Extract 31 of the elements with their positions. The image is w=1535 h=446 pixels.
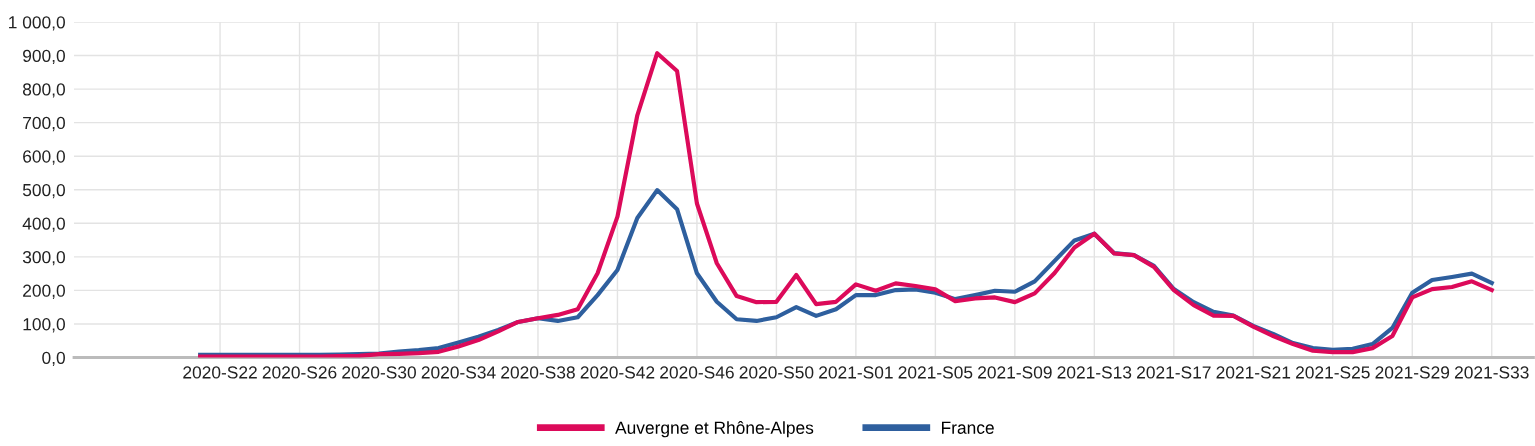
y-tick-label: 900,0 — [23, 49, 65, 65]
x-tick-label: 2021-S25 — [1296, 366, 1370, 379]
x-tick-label: 2020-S26 — [262, 366, 337, 379]
y-tick-label: 0,0 — [42, 351, 65, 367]
y-tick-label: 100,0 — [23, 318, 65, 333]
x-tick-label: 2020-S42 — [580, 366, 655, 379]
x-tick-label: 2020-S34 — [421, 366, 496, 379]
y-tick-label: 700,0 — [23, 116, 65, 132]
y-tick-label: 600,0 — [23, 150, 65, 165]
x-tick-label: 2021-S05 — [898, 366, 973, 379]
x-tick-label: 2021-S29 — [1375, 366, 1450, 379]
x-tick-label: 2020-S46 — [660, 366, 734, 379]
x-tick-label: 2021-S09 — [978, 366, 1052, 379]
x-tick-label: 2020-S38 — [501, 366, 575, 379]
x-tick-label: 2021-S17 — [1137, 366, 1211, 379]
y-tick-label: 200,0 — [23, 284, 65, 299]
x-tick-label: 2021-S33 — [1454, 366, 1529, 379]
y-tick-label: 300,0 — [22, 251, 65, 266]
y-tick-label: 800,0 — [22, 83, 65, 98]
y-tick-label: 400,0 — [22, 217, 65, 232]
line-series — [198, 51, 1494, 358]
y-tick-label: 500,0 — [22, 183, 65, 199]
y-tick-label: 1 000,0 — [9, 16, 65, 31]
x-tick-label: 2021-S21 — [1216, 366, 1291, 379]
legend-label: France — [942, 421, 994, 434]
x-tick-label: 2020-S50 — [739, 366, 814, 379]
x-tick-label: 2020-S30 — [342, 366, 416, 379]
x-tick-label: 2021-S01 — [819, 366, 893, 379]
legend-label: Auvergne et Rhône-Alpes — [615, 421, 814, 438]
x-tick-label: 2020-S22 — [183, 366, 257, 379]
x-tick-label: 2021-S13 — [1057, 366, 1132, 379]
